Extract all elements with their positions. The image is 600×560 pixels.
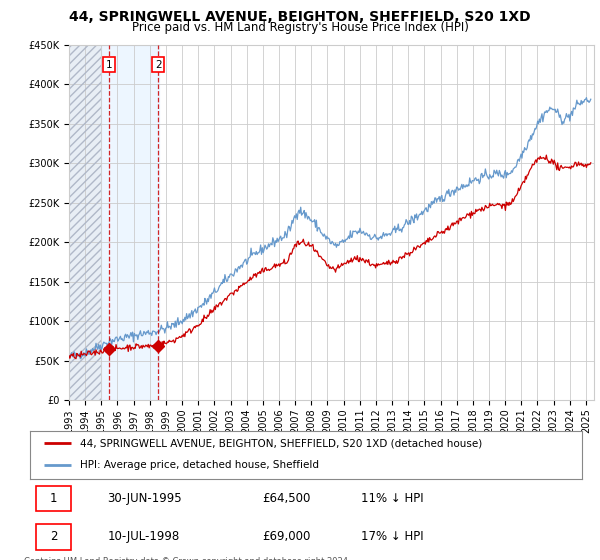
Bar [101, 45, 160, 400]
Text: HPI: Average price, detached house, Sheffield: HPI: Average price, detached house, Shef… [80, 460, 319, 470]
Text: £69,000: £69,000 [262, 530, 310, 543]
Text: Price paid vs. HM Land Registry's House Price Index (HPI): Price paid vs. HM Land Registry's House … [131, 21, 469, 34]
Text: 2: 2 [50, 530, 57, 543]
Bar [69, 45, 101, 400]
Text: 10-JUL-1998: 10-JUL-1998 [107, 530, 179, 543]
Text: 17% ↓ HPI: 17% ↓ HPI [361, 530, 424, 543]
Text: 30-JUN-1995: 30-JUN-1995 [107, 492, 182, 505]
FancyBboxPatch shape [35, 486, 71, 511]
Bar [69, 45, 101, 400]
Text: 1: 1 [50, 492, 57, 505]
FancyBboxPatch shape [35, 524, 71, 549]
Text: £64,500: £64,500 [262, 492, 310, 505]
Text: 1: 1 [106, 59, 113, 69]
Text: 44, SPRINGWELL AVENUE, BEIGHTON, SHEFFIELD, S20 1XD (detached house): 44, SPRINGWELL AVENUE, BEIGHTON, SHEFFIE… [80, 438, 482, 448]
Text: 11% ↓ HPI: 11% ↓ HPI [361, 492, 424, 505]
Text: Contains HM Land Registry data © Crown copyright and database right 2024.
This d: Contains HM Land Registry data © Crown c… [24, 557, 350, 560]
Text: 2: 2 [155, 59, 161, 69]
Text: 44, SPRINGWELL AVENUE, BEIGHTON, SHEFFIELD, S20 1XD: 44, SPRINGWELL AVENUE, BEIGHTON, SHEFFIE… [69, 10, 531, 24]
